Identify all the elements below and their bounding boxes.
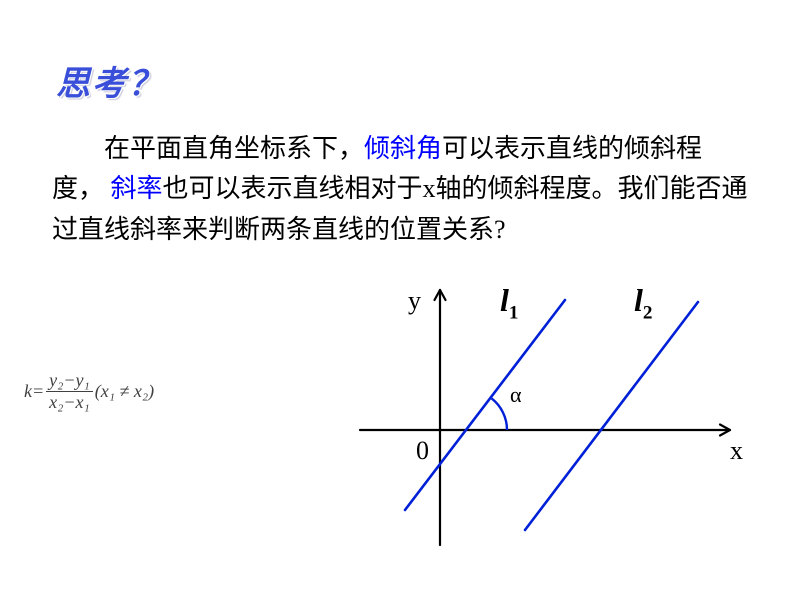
coordinate-diagram: y x 0 l1 l2 α xyxy=(350,280,760,560)
label-line-l2: l2 xyxy=(634,282,652,324)
formula-denominator: x₂−x₁ xyxy=(46,392,93,413)
keyword-slope: 斜率 xyxy=(111,174,163,203)
formula-fraction: y₂−y₁x₂−x₁ xyxy=(46,370,93,413)
keyword-inclination-angle: 倾斜角 xyxy=(364,134,442,163)
diagram-svg xyxy=(350,280,760,560)
heading-think: 思考？ xyxy=(56,56,752,105)
label-angle-alpha: α xyxy=(510,382,522,408)
slope-formula: k=y₂−y₁x₂−x₁(x₁ ≠ x₂) xyxy=(24,370,154,413)
label-x-axis: x xyxy=(730,436,743,466)
body-paragraph: 在平面直角坐标系下，倾斜角可以表示直线的倾斜程度， 斜率也可以表示直线相对于x轴… xyxy=(48,129,752,250)
label-line-l1: l1 xyxy=(500,282,518,324)
formula-lhs: k= xyxy=(24,381,44,402)
formula-numerator: y₂−y₁ xyxy=(46,370,93,392)
label-origin: 0 xyxy=(416,436,429,466)
label-y-axis: y xyxy=(408,286,421,316)
slide: 思考？ 在平面直角坐标系下，倾斜角可以表示直线的倾斜程度， 斜率也可以表示直线相… xyxy=(0,0,800,600)
text-seg1: 在平面直角坐标系下， xyxy=(104,134,364,163)
formula-condition: (x₁ ≠ x₂) xyxy=(95,381,154,402)
